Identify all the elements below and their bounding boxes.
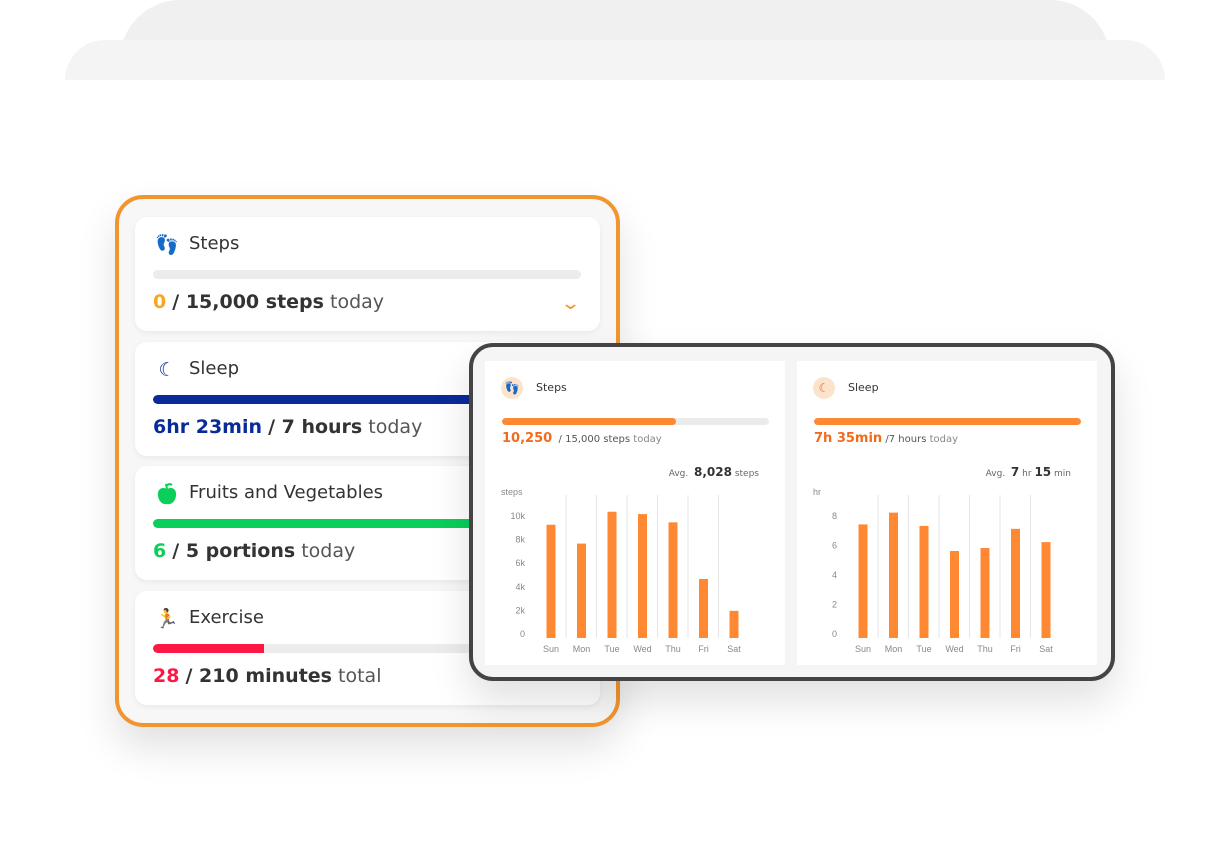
bar-thu [668,522,678,638]
bar-fri [699,579,708,638]
bar-tue [607,511,617,638]
fruits-value: 6 / 5 portions today [153,540,356,562]
progress-bar [153,395,581,404]
exercise-value: 28 / 210 minutes total [153,665,382,687]
bar-wed [638,514,647,638]
card-title: Sleep [848,381,879,394]
y-tick-label: 2k [515,605,525,615]
y-axis-unit: steps [501,487,523,497]
x-tick-label: Mon [885,644,903,654]
sleep-bar-chart: hr 0 2 4 6 8 Sun Mon Tue Wed Thu Fri Sat [813,487,1053,654]
progress-bar [153,519,581,528]
steps-value: 0 / 15,000 steps today [153,291,385,313]
x-tick-label: Fri [698,644,709,654]
bar-mon [577,543,586,638]
y-tick-label: 8 [832,511,837,521]
bar-tue [919,525,929,638]
steps-bar-chart: steps 0 2k 4k 6k 8k 10k Sun Mon Tue Wed Thu Fri Sat [501,487,741,654]
bar-thu [980,548,990,638]
bar-sat [1041,542,1051,638]
x-tick-label: Sat [1039,644,1053,654]
y-tick-label: 4 [832,570,837,580]
bar-sun [858,524,868,638]
y-axis-unit: hr [813,487,821,497]
card-title: Steps [189,233,240,254]
bar-sat [729,610,739,638]
y-tick-label: 2 [832,600,837,610]
card-title: Fruits and Vegetables [189,482,384,503]
moon-icon: ☾ [158,359,176,381]
y-tick-label: 6k [515,558,525,568]
x-tick-label: Mon [573,644,591,654]
bar-mon [889,512,898,638]
x-tick-label: Wed [945,644,963,654]
card-title: Sleep [189,358,240,379]
sleep-detail-card: ☾ Sleep 7h 35min /7 hours today Avg. 7 h… [797,361,1097,665]
x-tick-label: Sun [543,644,559,654]
footprints-icon: 👣 [501,377,523,399]
x-tick-label: Wed [633,644,651,654]
progress-bar [502,418,769,425]
apple-icon [155,482,179,506]
card-title: Steps [536,381,567,394]
average: Avg. 8,028 steps [668,465,759,479]
x-tick-label: Thu [977,644,993,654]
x-tick-label: Sun [855,644,871,654]
steps-value: 10,250 / 15,000 steps today [502,431,662,446]
bar-fri [1011,528,1020,638]
progress-bar [814,418,1081,425]
sleep-value: 7h 35min /7 hours today [814,431,959,446]
x-tick-label: Tue [604,644,619,654]
x-tick-label: Thu [665,644,681,654]
y-tick-label: 8k [515,535,525,545]
y-tick-label: 4k [515,582,525,592]
chevron-down-icon[interactable]: ⌄ [559,293,582,314]
steps-card[interactable]: 👣 Steps 0 / 15,000 steps today ⌄ [135,217,600,331]
card-title: Exercise [189,607,264,628]
y-tick-label: 10k [510,511,525,521]
average: Avg. 7 hr 15 min [985,465,1071,479]
detail-panel: 👣 Steps 10,250 / 15,000 steps today Avg.… [469,343,1115,681]
progress-bar [153,270,581,279]
y-tick-label: 0 [832,629,837,639]
bar-sun [546,524,556,638]
moon-icon: ☾ [813,377,835,399]
x-tick-label: Tue [916,644,931,654]
bar-wed [950,550,959,638]
running-icon: 🏃 [155,608,179,630]
background-shape [65,40,1165,80]
steps-detail-card: 👣 Steps 10,250 / 15,000 steps today Avg.… [485,361,785,665]
sleep-value: 6hr 23min / 7 hours today [153,416,423,438]
x-tick-label: Fri [1010,644,1021,654]
y-tick-label: 6 [832,541,837,551]
footprints-icon: 👣 [155,234,179,256]
progress-bar [153,644,581,653]
x-tick-label: Sat [727,644,741,654]
y-tick-label: 0 [520,629,525,639]
